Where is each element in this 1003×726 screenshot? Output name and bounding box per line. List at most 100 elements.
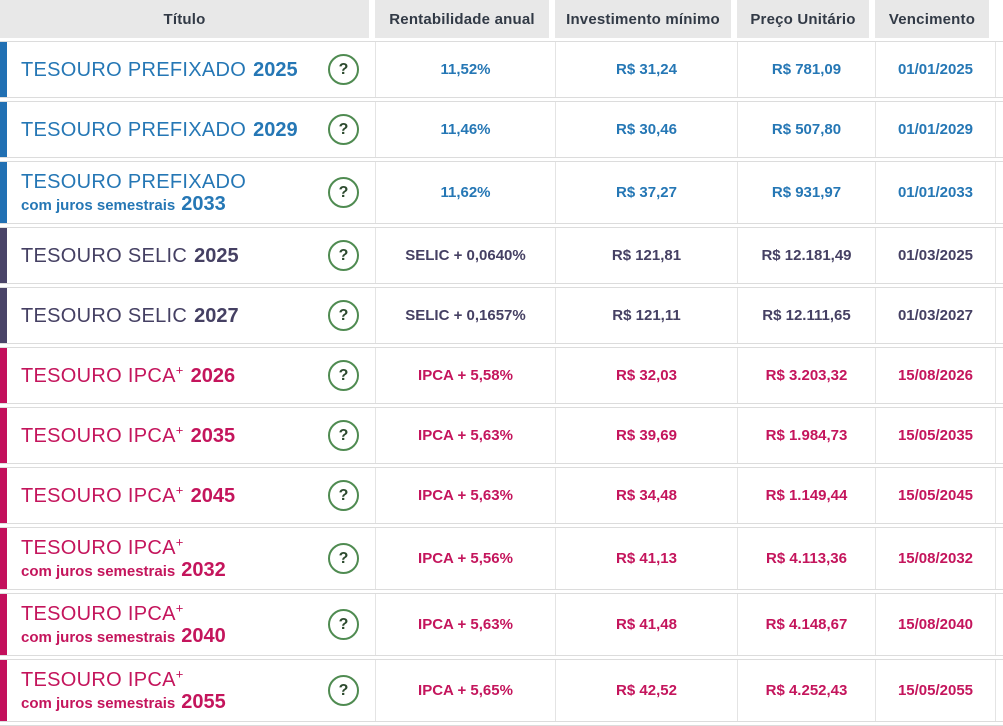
bond-year: 2029: [253, 118, 298, 141]
ipca-plus-superscript: +: [175, 361, 184, 377]
bond-maturity-cell: 15/05/2055: [875, 660, 995, 721]
bond-row: TESOURO PREFIXADO 2025 ? 11,52% R$ 31,24 …: [0, 41, 1003, 98]
bond-name-line: TESOURO IPCA+ 2045: [21, 481, 236, 507]
bond-unit-price-cell: R$ 781,09: [737, 42, 875, 97]
row-cutoff-stub: [995, 288, 1003, 343]
bond-title-cell: TESOURO IPCA+ 2035 ?: [0, 408, 375, 463]
bond-maturity-cell: 15/08/2040: [875, 594, 995, 655]
bond-table-body: TESOURO PREFIXADO 2025 ? 11,52% R$ 31,24 …: [0, 38, 1003, 722]
bond-year: 2025: [194, 244, 239, 267]
bond-name-line: TESOURO SELIC 2025: [21, 244, 239, 267]
bond-year: 2025: [253, 58, 298, 81]
bond-year: 2032: [181, 558, 226, 581]
bond-name-line: TESOURO PREFIXADO: [21, 170, 247, 193]
bond-unit-price-cell: R$ 4.148,67: [737, 594, 875, 655]
bond-yield-cell: IPCA + 5,63%: [375, 594, 555, 655]
bond-yield-cell: 11,46%: [375, 102, 555, 157]
bond-maturity-cell: 15/05/2035: [875, 408, 995, 463]
bond-maturity-cell: 01/03/2025: [875, 228, 995, 283]
help-icon[interactable]: ?: [328, 675, 359, 706]
bond-year: 2026: [190, 364, 236, 387]
bond-row: TESOURO IPCA+ 2045 ? IPCA + 5,63% R$ 34,4…: [0, 467, 1003, 524]
bond-title: TESOURO SELIC 2025: [21, 245, 239, 267]
bond-name-line: TESOURO IPCA+: [21, 533, 184, 559]
bond-title-cell: TESOURO IPCA+ 2026 ?: [0, 348, 375, 403]
bond-title-cell: TESOURO IPCA+ 2045 ?: [0, 468, 375, 523]
bond-title-cell: TESOURO PREFIXADO 2025 ?: [0, 42, 375, 97]
bond-year: 2027: [194, 304, 239, 327]
bond-color-bar: [0, 102, 7, 157]
help-icon[interactable]: ?: [328, 609, 359, 640]
help-icon[interactable]: ?: [328, 177, 359, 208]
bond-subtitle-line: com juros semestrais 2040: [21, 624, 226, 647]
bond-name-line: TESOURO IPCA+ 2026: [21, 361, 236, 387]
column-header-vencimento: Vencimento: [875, 0, 989, 38]
bond-subtitle-line: com juros semestrais 2032: [21, 558, 226, 581]
bond-row: TESOURO IPCA+ com juros semestrais 2032 ?…: [0, 527, 1003, 590]
help-icon[interactable]: ?: [328, 420, 359, 451]
bond-title-cell: TESOURO IPCA+ com juros semestrais 2055 ?: [0, 660, 375, 721]
bond-title: TESOURO PREFIXADO 2025: [21, 59, 298, 81]
bond-min-investment-cell: R$ 37,27: [555, 162, 737, 223]
ipca-plus-superscript: +: [175, 533, 184, 549]
bond-row: TESOURO SELIC 2027 ? SELIC + 0,1657% R$ 1…: [0, 287, 1003, 344]
row-cutoff-stub: [995, 348, 1003, 403]
bond-min-investment-cell: R$ 31,24: [555, 42, 737, 97]
bond-min-investment-cell: R$ 42,52: [555, 660, 737, 721]
bond-title-cell: TESOURO IPCA+ com juros semestrais 2040 ?: [0, 594, 375, 655]
bond-yield-cell: IPCA + 5,65%: [375, 660, 555, 721]
column-header-investimento-minimo: Investimento mínimo: [555, 0, 731, 38]
header-cutoff-stub: [989, 0, 1003, 38]
row-cutoff-stub: [995, 660, 1003, 721]
help-icon[interactable]: ?: [328, 360, 359, 391]
bond-title: TESOURO IPCA+ com juros semestrais 2040: [21, 599, 328, 647]
bond-unit-price-cell: R$ 4.113,36: [737, 528, 875, 589]
bond-title: TESOURO IPCA+ 2045: [21, 481, 236, 507]
bond-title: TESOURO PREFIXADO 2029: [21, 119, 298, 141]
bond-min-investment-cell: R$ 39,69: [555, 408, 737, 463]
bond-row: TESOURO IPCA+ com juros semestrais 2055 ?…: [0, 659, 1003, 722]
row-cutoff-stub: [995, 228, 1003, 283]
bond-unit-price-cell: R$ 507,80: [737, 102, 875, 157]
bond-title-cell: TESOURO SELIC 2027 ?: [0, 288, 375, 343]
help-icon[interactable]: ?: [328, 480, 359, 511]
ipca-plus-superscript: +: [175, 481, 184, 497]
bond-title: TESOURO SELIC 2027: [21, 305, 239, 327]
help-icon[interactable]: ?: [328, 240, 359, 271]
ipca-plus-superscript: +: [175, 665, 184, 681]
row-cutoff-stub: [995, 594, 1003, 655]
help-icon[interactable]: ?: [328, 543, 359, 574]
bond-yield-cell: 11,62%: [375, 162, 555, 223]
bond-maturity-cell: 15/08/2026: [875, 348, 995, 403]
bond-color-bar: [0, 660, 7, 721]
column-header-titulo: Título: [0, 0, 369, 38]
row-cutoff-stub: [995, 408, 1003, 463]
bond-title: TESOURO IPCA+ com juros semestrais 2032: [21, 533, 328, 581]
bond-name-line: TESOURO SELIC 2027: [21, 304, 239, 327]
help-icon[interactable]: ?: [328, 114, 359, 145]
bond-yield-cell: IPCA + 5,56%: [375, 528, 555, 589]
bond-min-investment-cell: R$ 121,11: [555, 288, 737, 343]
bond-maturity-cell: 15/05/2045: [875, 468, 995, 523]
bond-maturity-cell: 01/01/2033: [875, 162, 995, 223]
bond-yield-cell: IPCA + 5,63%: [375, 408, 555, 463]
help-icon[interactable]: ?: [328, 54, 359, 85]
ipca-plus-superscript: +: [175, 421, 184, 437]
row-cutoff-stub: [995, 42, 1003, 97]
bond-color-bar: [0, 162, 7, 223]
bond-yield-cell: IPCA + 5,58%: [375, 348, 555, 403]
bond-title-cell: TESOURO PREFIXADO com juros semestrais 20…: [0, 162, 375, 223]
help-icon[interactable]: ?: [328, 300, 359, 331]
bond-min-investment-cell: R$ 34,48: [555, 468, 737, 523]
bond-yield-cell: SELIC + 0,0640%: [375, 228, 555, 283]
bond-min-investment-cell: R$ 32,03: [555, 348, 737, 403]
bond-min-investment-cell: R$ 30,46: [555, 102, 737, 157]
bond-color-bar: [0, 288, 7, 343]
bond-min-investment-cell: R$ 41,13: [555, 528, 737, 589]
ipca-plus-superscript: +: [175, 599, 184, 615]
row-cutoff-stub: [995, 102, 1003, 157]
bond-yield-cell: SELIC + 0,1657%: [375, 288, 555, 343]
bond-min-investment-cell: R$ 121,81: [555, 228, 737, 283]
bond-row: TESOURO IPCA+ 2035 ? IPCA + 5,63% R$ 39,6…: [0, 407, 1003, 464]
bond-unit-price-cell: R$ 3.203,32: [737, 348, 875, 403]
